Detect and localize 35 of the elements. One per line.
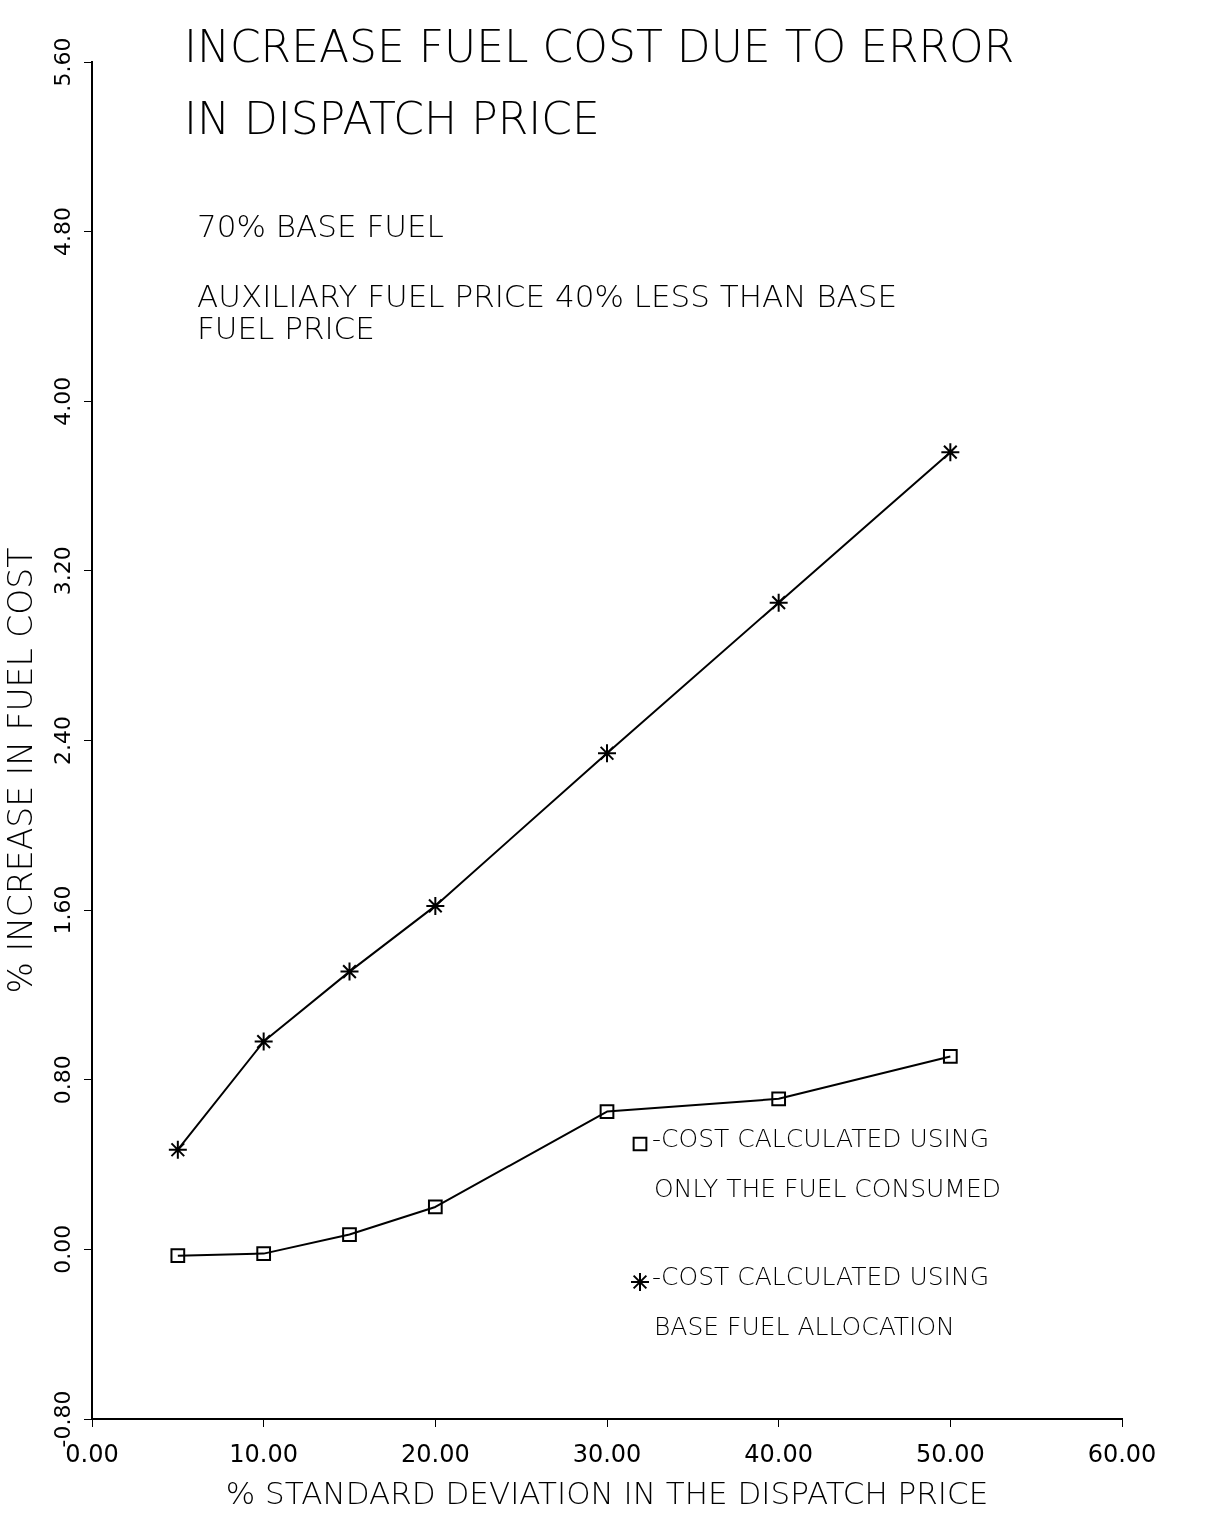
y-tick-label: 3.20 [50,546,75,596]
x-tick-label: 50.00 [915,1439,985,1468]
x-axis-title: % STANDARD DEVIATION IN THE DISPATCH PRICE [225,1475,989,1512]
point [942,1049,958,1064]
y-axis-title: % INCREASE IN FUEL COST [1,547,40,994]
point [771,1091,787,1107]
x-tick-label: 10.00 [229,1439,299,1468]
x-tick-label: 30.00 [572,1439,642,1468]
y-tick-label: 5.60 [50,37,75,87]
point [425,895,446,916]
x-tick-label: 60.00 [1087,1439,1157,1468]
y-tick-label: 0.80 [50,1055,75,1105]
legend-label: -COST CALCULATED USING BASE FUEL ALLOCATION [652,1262,990,1341]
point [599,1104,615,1119]
x-tick-label: 20.00 [400,1439,470,1468]
point [167,1139,188,1160]
point [170,1248,186,1264]
y-tick-label: 0.00 [50,1224,75,1274]
point [768,592,789,613]
annotation: AUXILIARY FUEL PRICE 40% LESS THAN BASE FUEL PRICE [197,278,898,346]
point [597,743,617,764]
y-tick-label: 1.60 [50,885,75,935]
chart-title: INCREASE FUEL COST DUE TO ERROR IN DISPATCH PRICE [184,21,1015,144]
point [427,1199,443,1215]
point [940,442,961,463]
point [342,1227,357,1242]
point [253,1031,274,1052]
point [256,1246,272,1261]
y-tick-label: 2.40 [50,716,75,765]
point [339,961,360,982]
y-tick-label: 4.00 [50,376,75,426]
y-tick-label: 4.80 [50,207,75,257]
legend-label: -COST CALCULATED USING ONLY THE FUEL CONSUMED [652,1124,1001,1203]
annotation: 70% BASE FUEL [197,208,444,244]
x-tick-label: 40.00 [744,1439,814,1468]
